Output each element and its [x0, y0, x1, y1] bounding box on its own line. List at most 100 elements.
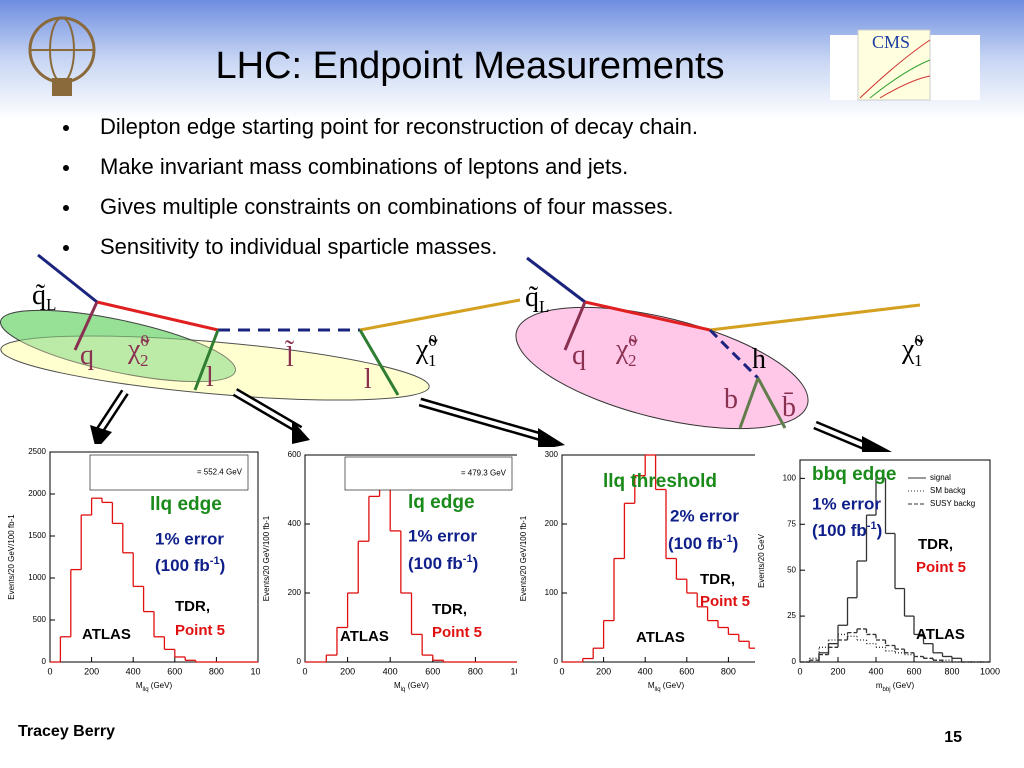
bullet-text: Make invariant mass combinations of lept… [100, 154, 628, 179]
source-label: TDR, [700, 571, 735, 588]
lumi-exp: -1 [463, 553, 473, 565]
x-tick-label: 1000 [980, 666, 1000, 676]
x-tick-label: 600 [167, 666, 182, 676]
x-tick-label: 800 [468, 666, 483, 676]
lumi-text: (100 fb [812, 521, 867, 540]
bullet-list: Dilepton edge starting point for reconst… [63, 114, 698, 259]
plot-frame [799, 459, 991, 663]
formula-result: = 552.4 GeV [197, 468, 243, 477]
lumi-exp: -1 [210, 555, 220, 567]
particle-symbol: l̃ [285, 341, 295, 374]
source-label: TDR, [175, 598, 210, 615]
lumi-close: ) [220, 556, 226, 575]
x-tick-label: 0 [47, 666, 52, 676]
edge-label: lq edge [408, 492, 475, 513]
y-tick-label: 2000 [28, 489, 46, 498]
particle-symbol: l [206, 362, 214, 393]
decay-diagram: q̃Lq χ̃0 2ll̃lχ̃0 1q̃Lq χ̃0 2 hb b̄χ̃0 1 [0, 253, 924, 458]
bullet-dot [63, 125, 69, 131]
formula-box [89, 454, 249, 491]
y-tick-label: 0 [792, 657, 797, 666]
x-label-unit: (GeV) [405, 681, 429, 690]
x-tick-label: 800 [944, 666, 959, 676]
point-label: Point 5 [700, 593, 750, 610]
y-tick-label: 300 [545, 450, 559, 459]
particle-label: χ̃0 2 [127, 331, 150, 370]
particle-symbol: q [572, 340, 586, 371]
footer-author: Tracey Berry [18, 723, 115, 740]
slide-title: LHC: Endpoint Measurements [215, 45, 724, 87]
luminosity-label: (100 fb-1) [408, 553, 478, 574]
y-tick-label: 75 [787, 519, 796, 528]
experiment-label: ATLAS [340, 628, 389, 645]
x-tick-label: 0 [797, 666, 802, 676]
y-tick-label: 100 [545, 588, 559, 597]
y-tick-label: 400 [288, 519, 302, 528]
particle-label: q̃L [525, 282, 549, 315]
particle-sub: 1 [428, 351, 437, 370]
legend-label: SUSY backg [930, 499, 975, 508]
x-tick-label: 400 [383, 666, 398, 676]
x-tick-label: 100 [250, 666, 265, 676]
lumi-exp: -1 [867, 520, 877, 532]
edge-label: llq edge [150, 494, 222, 515]
y-tick-label: 0 [554, 657, 559, 666]
legend-label: SM backg [930, 486, 966, 495]
histogram-plot: 0 500 1000 1500 2000 2500 0 200 400 600 800 100 Even… [5, 444, 271, 694]
formula-box [344, 456, 513, 491]
particle-label: h [752, 344, 766, 375]
x-tick-label: 600 [425, 666, 440, 676]
cms-logo: CMS [830, 29, 980, 101]
error-label: 1% error [155, 529, 224, 548]
y-tick-label: 2500 [28, 447, 46, 456]
y-axis-label: Events/20 GeV/100 fb-1 [262, 515, 271, 601]
point-label: Point 5 [432, 624, 482, 641]
lumi-close: ) [733, 534, 739, 553]
x-tick-label: 0 [559, 666, 564, 676]
particle-sub: 1 [914, 351, 923, 370]
point-label: Point 5 [916, 559, 966, 576]
y-tick-label: 200 [545, 519, 559, 528]
bullet-text: Sensitivity to individual sparticle mass… [100, 234, 497, 259]
particle-symbol: b̄ [782, 392, 796, 423]
y-tick-label: 0 [42, 657, 47, 666]
x-axis-label: mbbj (GeV) [876, 681, 915, 692]
y-tick-label: 1500 [28, 531, 46, 540]
lumi-close: ) [473, 554, 479, 573]
lumi-text: (100 fb [408, 554, 463, 573]
x-tick-label: 200 [340, 666, 355, 676]
x-label-main: M [136, 681, 143, 690]
x-axis-label: Mllq (GeV) [648, 681, 685, 692]
y-axis-label: Events/20 GeV/100 fb-1 [519, 515, 528, 601]
bullet-text: Gives multiple constraints on combinatio… [100, 194, 673, 219]
source-label: TDR, [918, 536, 953, 553]
particle-sub: L [46, 295, 56, 314]
bullet-dot [63, 165, 69, 171]
particle-sub: L [539, 297, 549, 316]
particle-sup: 0 [628, 331, 637, 350]
x-label-sub: bbj [883, 687, 891, 693]
atlas-logo [28, 16, 96, 96]
x-tick-label: 200 [596, 666, 611, 676]
y-axis-label: Events/20 GeV [757, 533, 766, 587]
luminosity-label: (100 fb-1) [155, 555, 225, 576]
y-axis-label: Events/20 GeV/100 fb-1 [7, 514, 16, 600]
particle-sup: 0 [914, 331, 923, 350]
x-tick-label: 800 [721, 666, 736, 676]
lumi-close: ) [877, 521, 883, 540]
plot-frame [49, 451, 259, 663]
particle-label: χ̃0 2 [615, 331, 638, 370]
particle-label: q [80, 340, 94, 371]
bullet-dot [63, 245, 69, 251]
page-number: 15 [944, 729, 962, 746]
particle-symbol: q [80, 340, 94, 371]
x-label-main: m [876, 681, 883, 690]
luminosity-label: (100 fb-1) [668, 533, 738, 554]
x-label-sub: llq [143, 687, 149, 693]
x-axis-label: Mllq (GeV) [136, 681, 173, 692]
formula-result: = 479.3 GeV [461, 469, 507, 478]
x-tick-label: 600 [679, 666, 694, 676]
particle-label: l [206, 362, 214, 393]
x-label-unit: (GeV) [661, 681, 685, 690]
